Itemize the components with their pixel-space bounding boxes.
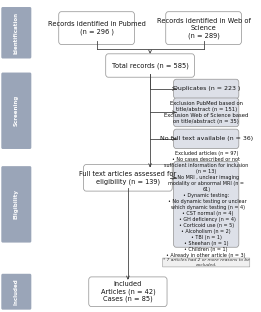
Text: Total records (n = 585): Total records (n = 585): [112, 62, 188, 69]
Text: Screening: Screening: [14, 95, 19, 126]
FancyBboxPatch shape: [1, 166, 31, 243]
Text: No full text available (n = 36): No full text available (n = 36): [160, 136, 253, 141]
FancyBboxPatch shape: [84, 165, 172, 191]
FancyBboxPatch shape: [174, 129, 239, 149]
FancyBboxPatch shape: [89, 277, 167, 306]
Text: Records identified in Web of
Science
(n = 289): Records identified in Web of Science (n …: [157, 17, 251, 39]
FancyBboxPatch shape: [106, 54, 194, 77]
FancyBboxPatch shape: [174, 79, 239, 99]
FancyBboxPatch shape: [59, 12, 134, 44]
FancyBboxPatch shape: [1, 72, 31, 149]
Text: * 7 articles had 2 or more reasons to be
excluded.: * 7 articles had 2 or more reasons to be…: [163, 258, 250, 267]
FancyBboxPatch shape: [174, 98, 239, 127]
Text: Eligibility: Eligibility: [14, 189, 19, 219]
FancyBboxPatch shape: [1, 274, 31, 310]
Text: Included: Included: [14, 278, 19, 305]
FancyBboxPatch shape: [174, 162, 239, 247]
Text: Included
Articles (n = 42)
Cases (n = 85): Included Articles (n = 42) Cases (n = 85…: [100, 281, 155, 302]
FancyBboxPatch shape: [1, 7, 31, 59]
FancyBboxPatch shape: [166, 12, 241, 44]
Text: Full text articles assessed for
eligibility (n = 139): Full text articles assessed for eligibil…: [79, 171, 176, 185]
Text: Duplicates (n = 223 ): Duplicates (n = 223 ): [173, 86, 240, 91]
Text: Excluded articles (n = 97)
• No cases described or not
sufficient information fo: Excluded articles (n = 97) • No cases de…: [164, 151, 248, 258]
Text: Records identified in Pubmed
(n = 296 ): Records identified in Pubmed (n = 296 ): [48, 21, 146, 35]
Text: Exclusion PubMed based on
title/abstract (n = 151)
Exclusion Web of Science base: Exclusion PubMed based on title/abstract…: [164, 101, 248, 124]
Text: Identification: Identification: [14, 12, 19, 54]
